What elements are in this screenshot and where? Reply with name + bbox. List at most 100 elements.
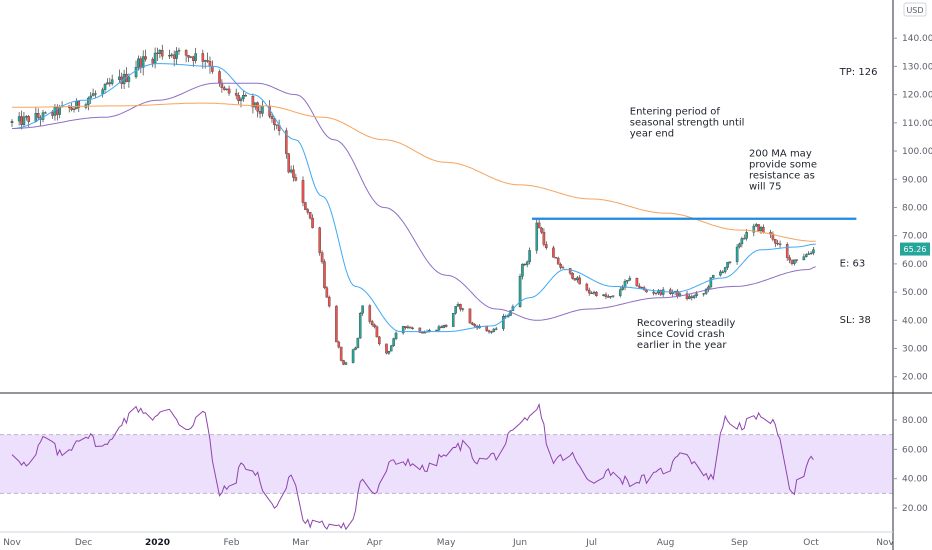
candle-body [110, 79, 114, 84]
candle-body [585, 283, 589, 291]
candle-body [394, 332, 398, 339]
candle-body [435, 329, 438, 332]
candle-body [571, 273, 574, 279]
candle-body [239, 98, 243, 102]
candle-body [17, 116, 21, 122]
chart-annotation[interactable]: E: 63 [840, 259, 866, 270]
candle-body [626, 279, 629, 282]
candle-body [108, 82, 112, 84]
chart-annotation[interactable]: Entering period of seasonal strength unti… [630, 106, 745, 139]
time-tick-label: Mar [292, 538, 309, 548]
candle-body [137, 58, 140, 68]
candle-body [51, 112, 54, 116]
candle-body [223, 87, 226, 90]
candle-body [72, 108, 76, 110]
price-tick-label: 90.00 [902, 175, 928, 185]
annotation-line: seasonal strength until [630, 117, 745, 128]
candle-body [459, 304, 462, 310]
candle-body [735, 246, 739, 262]
candle-body [611, 295, 615, 297]
time-tick-label: Dec [75, 538, 92, 548]
candle-body [175, 51, 178, 59]
candle-body [335, 305, 338, 343]
candle-body [311, 217, 314, 228]
candle-body [790, 259, 794, 264]
annotation-line: since Covid crash [637, 329, 725, 340]
candle-body [358, 313, 362, 339]
candle-body [604, 294, 608, 297]
candle-body [468, 308, 472, 324]
candle-body [404, 326, 407, 328]
candle-body [409, 326, 412, 329]
candle-body [170, 54, 174, 56]
candle-body [70, 107, 73, 110]
candle-body [788, 257, 791, 261]
chart-annotation[interactable]: Recovering steadily since Covid crash earl… [637, 318, 735, 351]
annotation-layer: TP: 126 Entering period of seasonal streng… [630, 67, 878, 351]
candle-body [688, 296, 691, 299]
candle-body [542, 231, 546, 245]
candle-body [537, 222, 541, 229]
candle-body [654, 292, 658, 294]
annotation-line: resistance as [749, 171, 815, 182]
candle-body [91, 93, 95, 97]
candle-body [392, 338, 395, 346]
chart-annotation[interactable]: TP: 126 [839, 67, 878, 78]
candle-body [471, 322, 474, 325]
time-tick-label: 2020 [145, 538, 170, 548]
rsi-tick-label: 60.00 [902, 445, 928, 455]
candle-body [809, 252, 813, 255]
rsi-pane[interactable] [0, 402, 893, 531]
candle-body [385, 343, 388, 354]
candle-body [754, 224, 758, 227]
candle-body [292, 169, 295, 178]
candle-body [301, 180, 305, 203]
candle-body [440, 326, 443, 328]
candle-body [559, 264, 562, 268]
price-tick-label: 100.00 [902, 147, 932, 157]
candle-body [308, 212, 312, 219]
time-tick-label: Oct [803, 538, 819, 548]
candle-body [738, 243, 741, 248]
candle-body [25, 116, 28, 118]
candle-body [320, 252, 324, 262]
candle-body [134, 67, 138, 78]
candle-body [389, 345, 393, 352]
price-tick-label: 50.00 [902, 288, 928, 298]
candle-body [609, 296, 612, 298]
candle-body [568, 268, 572, 274]
candle-body [337, 341, 341, 348]
candle-body [127, 76, 131, 82]
candle-body [387, 350, 391, 354]
candle-body [423, 332, 426, 334]
time-tick-label: Jul [585, 538, 597, 548]
candle-body [492, 328, 496, 332]
candle-body [89, 95, 92, 99]
candle-body [759, 227, 763, 231]
candle-body [273, 118, 276, 125]
chart-annotation[interactable]: SL: 38 [840, 315, 871, 326]
candle-body [373, 324, 376, 328]
candle-body [378, 336, 381, 345]
candle-body [354, 347, 357, 350]
candle-body [719, 271, 722, 276]
candle-body [411, 327, 414, 329]
candle-body [218, 71, 221, 84]
candle-body [41, 112, 45, 120]
candle-body [461, 308, 465, 310]
candle-body [139, 58, 143, 68]
price-tick-label: 20.00 [902, 373, 928, 383]
price-tick-label: 130.00 [902, 62, 932, 72]
candle-body [306, 209, 310, 213]
candle-body [342, 360, 345, 365]
price-pane[interactable]: TP: 126 Entering period of seasonal streng… [10, 44, 878, 366]
currency-label: USD [906, 6, 923, 15]
candle-body [153, 52, 157, 64]
currency-badge[interactable]: USD [903, 2, 927, 17]
annotation-line: Recovering steadily [637, 318, 735, 329]
price-tick-label: 30.00 [902, 345, 928, 355]
candle-body [258, 111, 262, 114]
chart-annotation[interactable]: 200 MA may provide some resistance as will … [749, 149, 817, 193]
